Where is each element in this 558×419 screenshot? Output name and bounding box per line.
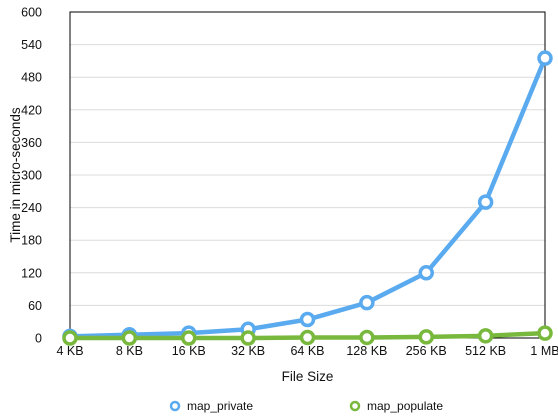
legend-item-map-private: map_private — [169, 399, 253, 413]
legend-label: map_private — [187, 399, 253, 413]
series-map-private — [62, 50, 553, 345]
y-tick-label: 180 — [21, 234, 42, 248]
x-tick-label: 16 KB — [172, 344, 206, 358]
series-line-map-private — [67, 55, 548, 339]
y-axis-ticks: 0 60 120 180 240 300 360 420 480 540 600 — [21, 6, 42, 346]
data-point-map-private — [299, 311, 316, 328]
data-point-map-populate — [299, 329, 316, 346]
data-point-map-populate — [240, 330, 256, 346]
y-tick-label: 300 — [21, 169, 42, 183]
y-tick-label: 240 — [21, 201, 42, 215]
x-tick-label: 8 KB — [116, 344, 143, 358]
data-point-map-populate — [181, 330, 197, 346]
x-tick-label: 1 MB — [530, 344, 558, 358]
legend-item-map-populate: map_populate — [349, 399, 443, 413]
y-tick-label: 0 — [35, 332, 42, 346]
data-point-map-private — [477, 194, 494, 210]
data-point-map-private — [418, 265, 434, 281]
data-point-map-populate — [359, 329, 375, 346]
y-tick-label: 480 — [21, 71, 42, 85]
x-axis-ticks: 4 KB 8 KB 16 KB 32 KB 64 KB 128 KB 256 KB 512 K… — [56, 344, 558, 358]
y-tick-label: 600 — [21, 6, 42, 20]
data-point-map-populate — [121, 330, 138, 346]
y-tick-label: 420 — [21, 103, 42, 117]
data-point-map-populate — [418, 329, 434, 345]
x-tick-label: 4 KB — [56, 344, 83, 358]
x-tick-label: 256 KB — [406, 344, 447, 358]
series-map-populate — [62, 325, 553, 346]
y-tick-label: 360 — [21, 136, 42, 150]
data-point-map-private — [537, 50, 553, 66]
x-tick-label: 64 KB — [290, 344, 324, 358]
x-tick-label: 512 KB — [465, 344, 506, 358]
data-point-map-private — [359, 294, 375, 311]
y-tick-label: 120 — [21, 266, 42, 280]
grid-lines — [70, 44, 545, 306]
data-point-map-populate — [62, 330, 78, 346]
data-point-map-populate — [537, 325, 553, 341]
y-tick-label: 60 — [28, 299, 42, 313]
data-point-map-populate — [477, 328, 494, 344]
legend-label: map_populate — [367, 399, 443, 413]
legend-marker — [169, 400, 181, 412]
legend: map_private map_populate — [169, 399, 443, 413]
x-tick-label: 32 KB — [231, 344, 265, 358]
y-tick-label: 540 — [21, 38, 42, 52]
series-layer — [62, 50, 553, 346]
x-tick-label: 128 KB — [346, 344, 387, 358]
y-axis-title: Time in micro-seconds — [8, 107, 23, 243]
legend-marker — [349, 400, 361, 412]
x-axis-title: File Size — [282, 369, 334, 384]
